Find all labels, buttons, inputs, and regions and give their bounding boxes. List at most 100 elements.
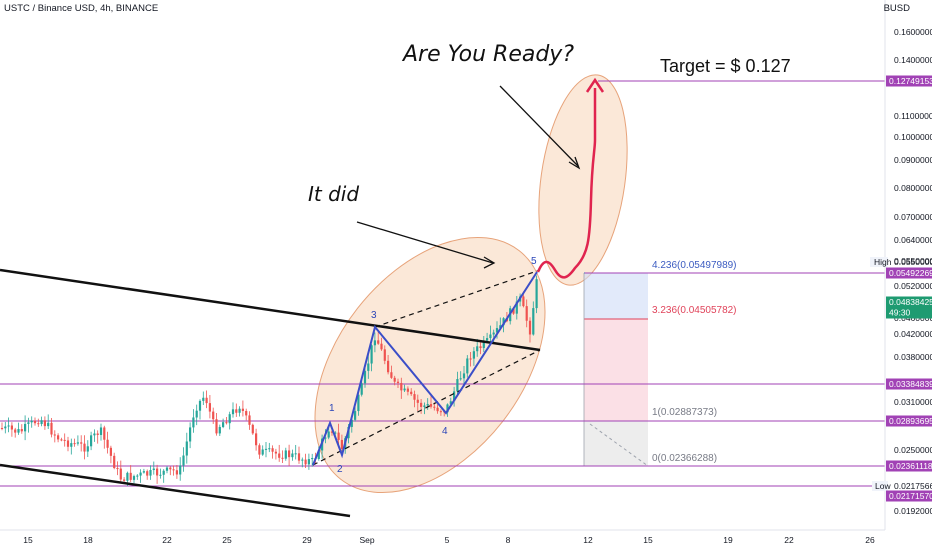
candle-body <box>406 388 409 392</box>
candle-body <box>301 459 304 461</box>
price-tag-value: 0.02893695 <box>889 416 932 426</box>
candle-body <box>370 345 373 364</box>
time-tick-label: Sep <box>359 535 374 545</box>
candle-body <box>334 432 337 434</box>
price-tag-bg <box>886 267 932 279</box>
candle-body <box>113 455 116 469</box>
candle-body <box>0 428 4 429</box>
fib-projection <box>583 272 649 467</box>
candle-body <box>109 447 112 456</box>
candle-body <box>456 379 459 392</box>
low-marker: Low 0.02175669 <box>872 481 932 491</box>
time-tick-label: 15 <box>643 535 653 545</box>
candle-body <box>159 474 162 476</box>
candle-body <box>40 420 43 425</box>
candle-body <box>354 411 357 420</box>
price-tag-countdown: 49:30 <box>889 308 911 318</box>
candle-body <box>99 427 103 435</box>
time-tick-label: 8 <box>506 535 511 545</box>
candle-body <box>238 408 241 413</box>
candle-body <box>14 429 17 433</box>
candle-body <box>33 420 37 424</box>
wave-label-2: 2 <box>337 464 343 475</box>
candle-body <box>482 340 485 349</box>
candle-body <box>139 472 142 476</box>
candle-body <box>472 351 475 359</box>
candle-body <box>324 437 327 439</box>
candle-body <box>235 409 238 413</box>
candle-body <box>486 338 489 341</box>
candle-body <box>271 448 274 452</box>
time-axis[interactable]: 15 18 22 25 29 Sep 5 8 12 15 19 22 26 <box>0 529 885 545</box>
candle-body <box>251 424 254 434</box>
candle-body <box>304 459 307 465</box>
candle-body <box>535 279 538 309</box>
candle-body <box>228 414 231 424</box>
candle-body <box>20 429 23 432</box>
price-tag-value: 0.12749153 <box>889 76 932 86</box>
time-tick-label: 22 <box>162 535 172 545</box>
candle-body <box>403 388 406 391</box>
candle-body <box>528 320 532 335</box>
price-tick-label: 0.01920000 <box>894 506 932 516</box>
candle-body <box>146 471 149 476</box>
candle-body <box>367 363 370 371</box>
fib-label-0: 0(0.02366288) <box>652 453 717 464</box>
trendlines <box>0 268 541 518</box>
candle-body <box>393 377 396 382</box>
ellipse-wave-zone <box>314 236 546 494</box>
candle-body <box>426 404 429 406</box>
fib-label-1: 1(0.02887373) <box>652 407 717 418</box>
candle-body <box>76 442 79 444</box>
highlight-ellipses <box>314 74 628 494</box>
price-tag-bg <box>886 296 932 319</box>
channel-lower-dashed <box>312 349 541 466</box>
candle-body <box>57 435 60 440</box>
candle-body <box>515 301 518 314</box>
price-tag-bg <box>886 378 932 390</box>
candle-body <box>73 443 76 445</box>
candle-body <box>225 422 228 424</box>
candle-body <box>416 399 419 403</box>
candle-body <box>337 432 340 440</box>
candle-body <box>357 394 360 412</box>
candle-body <box>479 346 482 349</box>
wave-label-5: 5 <box>531 256 537 267</box>
price-tag-bg <box>886 75 932 87</box>
candle-body <box>192 417 195 428</box>
candle-body <box>24 423 27 432</box>
candle-body <box>532 308 535 335</box>
price-tag-value: 0.05492269 <box>889 268 932 278</box>
candle-body <box>297 453 301 461</box>
candle-body <box>284 450 287 459</box>
candle-body <box>231 409 235 415</box>
candle-body <box>317 450 320 459</box>
candle-body <box>149 470 152 476</box>
fib-label-4236: 4.236(0.05497989) <box>652 260 737 271</box>
price-tag-bg <box>886 460 932 472</box>
candle-body <box>396 381 400 383</box>
candle-body <box>248 415 251 425</box>
candle-body <box>245 410 248 416</box>
candle-body <box>499 325 502 329</box>
price-tag-value: 0.03384839 <box>889 379 932 389</box>
candle-body <box>218 426 221 434</box>
price-tag-value: 0.04838425 <box>889 297 932 307</box>
candle-body <box>307 459 310 465</box>
candle-body <box>453 391 456 402</box>
candle-body <box>294 453 297 455</box>
candle-body <box>459 378 462 380</box>
candle-body <box>258 445 261 455</box>
time-tick-label: 5 <box>445 535 450 545</box>
candle-body <box>4 426 7 429</box>
candle-body <box>116 468 119 470</box>
candle-body <box>202 397 205 401</box>
candle-body <box>132 476 136 480</box>
candle-body <box>390 372 393 378</box>
